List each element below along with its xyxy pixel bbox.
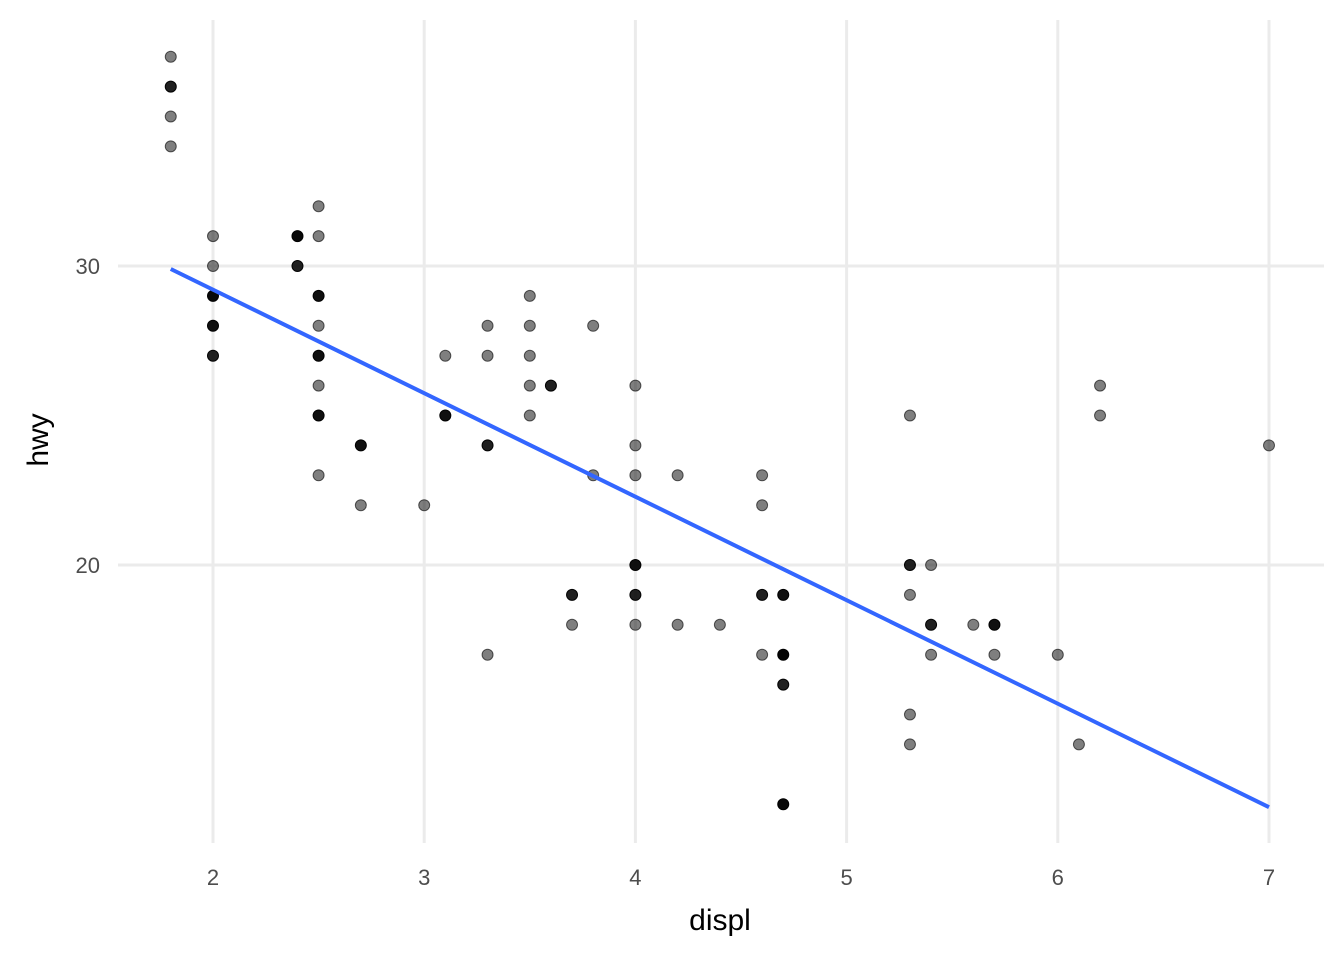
data-point: [312, 319, 325, 332]
data-point: [1094, 409, 1107, 422]
data-point: [903, 708, 916, 721]
data-point: [756, 648, 769, 661]
data-point: [1094, 379, 1107, 392]
data-point: [481, 319, 494, 332]
data-point: [777, 588, 790, 601]
data-point: [566, 588, 579, 601]
data-point: [713, 618, 726, 631]
x-tick-label: 5: [840, 865, 852, 890]
data-point: [925, 618, 938, 631]
data-point: [671, 469, 684, 482]
data-point: [925, 648, 938, 661]
data-point: [777, 798, 790, 811]
data-point: [967, 618, 980, 631]
data-point: [207, 349, 219, 362]
data-point: [354, 499, 367, 512]
data-point: [629, 439, 642, 452]
data-point: [629, 618, 642, 631]
data-points: [164, 50, 1275, 811]
grid-lines: [118, 20, 1324, 843]
data-point: [207, 260, 219, 272]
data-point: [312, 469, 325, 482]
data-point: [523, 409, 536, 422]
data-point: [629, 469, 642, 482]
data-point: [439, 409, 452, 422]
data-point: [629, 588, 642, 601]
x-axis-ticks: 2 3 4 5 6 7: [207, 865, 1275, 890]
data-point: [988, 648, 1001, 661]
data-point: [481, 439, 494, 452]
x-tick-label: 6: [1052, 865, 1064, 890]
data-point: [291, 230, 304, 243]
data-point: [481, 349, 494, 362]
data-point: [756, 499, 769, 512]
x-axis-title: displ: [689, 904, 751, 937]
data-point: [312, 379, 325, 392]
data-point: [291, 260, 304, 272]
x-tick-label: 3: [418, 865, 430, 890]
x-tick-label: 7: [1263, 865, 1275, 890]
data-point: [312, 349, 325, 362]
data-point: [903, 588, 916, 601]
data-point: [1051, 648, 1064, 661]
data-point: [207, 230, 219, 243]
data-point: [756, 469, 769, 482]
data-point: [439, 349, 452, 362]
data-point: [587, 319, 600, 332]
data-point: [164, 80, 177, 93]
data-point: [903, 409, 916, 422]
data-point: [481, 648, 494, 661]
data-point: [777, 678, 790, 691]
data-point: [164, 110, 177, 123]
data-point: [671, 618, 684, 631]
data-point: [312, 230, 325, 243]
data-point: [925, 559, 938, 571]
data-point: [164, 50, 177, 63]
data-point: [164, 140, 177, 153]
data-point: [777, 648, 790, 661]
data-point: [566, 618, 579, 631]
data-point: [629, 559, 642, 571]
data-point: [418, 499, 431, 512]
y-axis-title: hwy: [22, 413, 55, 466]
data-point: [312, 289, 325, 302]
data-point: [756, 588, 769, 601]
x-tick-label: 4: [629, 865, 641, 890]
data-point: [903, 559, 916, 571]
data-point: [1072, 738, 1085, 751]
data-point: [354, 439, 367, 452]
data-point: [1263, 439, 1275, 452]
data-point: [312, 409, 325, 422]
data-point: [523, 379, 536, 392]
data-point: [523, 289, 536, 302]
y-tick-label: 30: [76, 254, 100, 279]
x-tick-label: 2: [207, 865, 219, 890]
data-point: [523, 319, 536, 332]
data-point: [207, 319, 219, 332]
data-point: [903, 738, 916, 751]
y-tick-label: 20: [76, 553, 100, 578]
regression-line: [169, 267, 1270, 809]
data-point: [523, 349, 536, 362]
data-point: [988, 618, 1001, 631]
data-point: [629, 379, 642, 392]
data-point: [312, 200, 325, 213]
data-point: [544, 379, 557, 392]
